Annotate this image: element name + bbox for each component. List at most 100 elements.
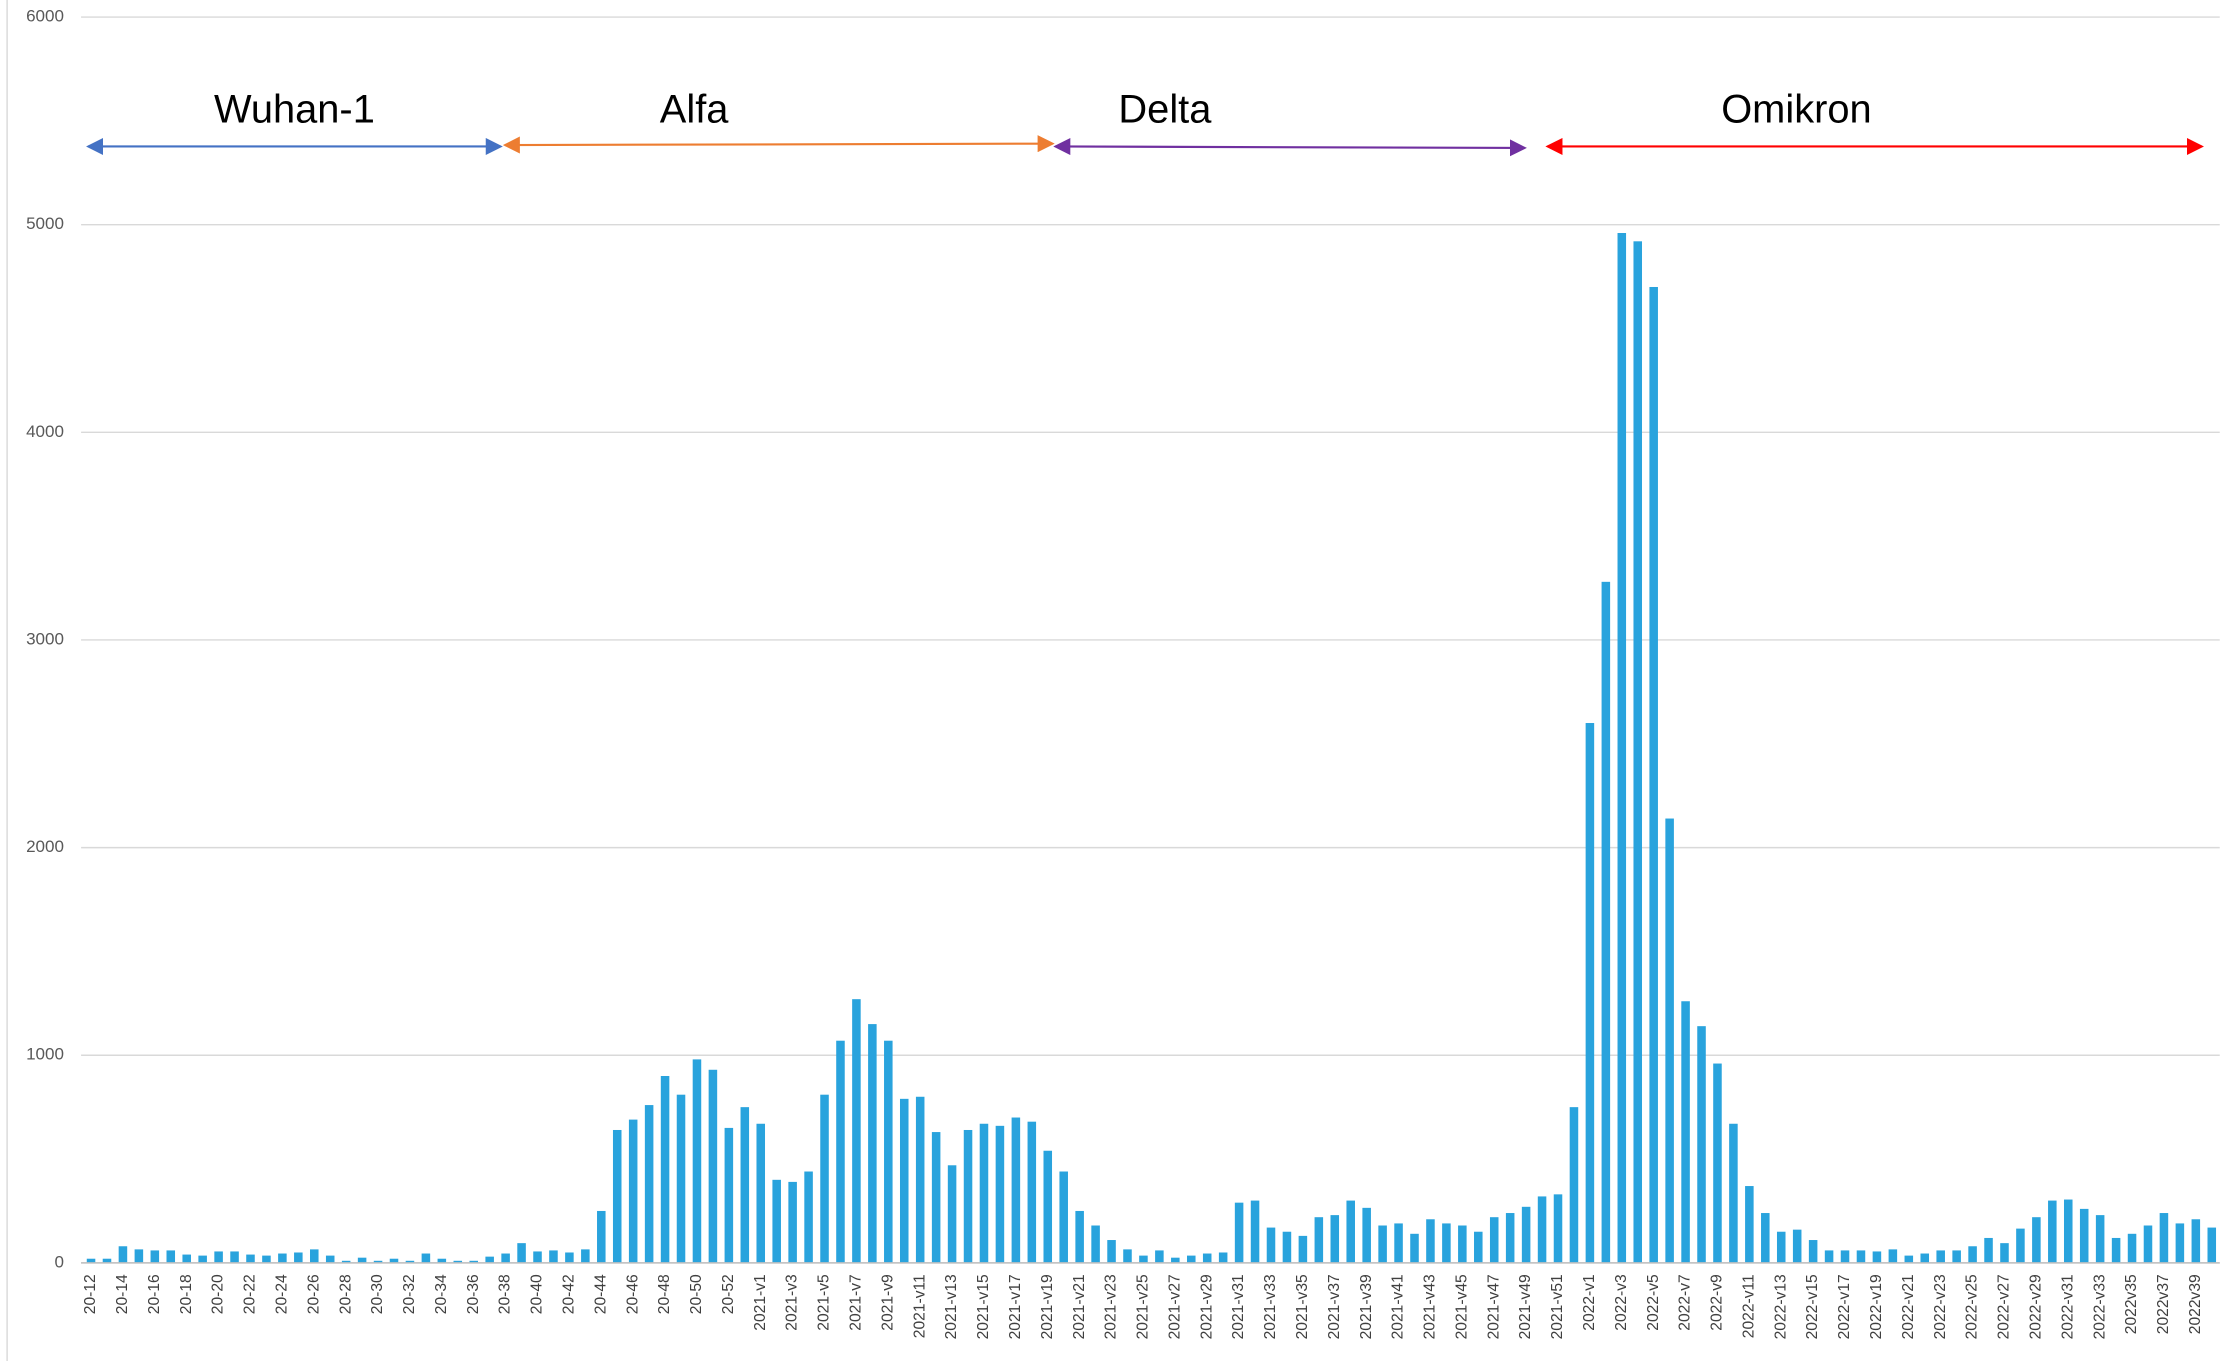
bar (1075, 1210, 1084, 1263)
bar (1872, 1251, 1882, 1263)
bar (1936, 1250, 1945, 1263)
bar (1394, 1223, 1403, 1263)
bar (1617, 233, 1627, 1263)
bar (1697, 1026, 1706, 1263)
x-tick-label: 2021-v1 (752, 1274, 769, 1330)
x-tick-label: 2022-v9 (1709, 1274, 1726, 1330)
bar (1059, 1171, 1068, 1263)
x-tick-label: 2021-v49 (1517, 1274, 1534, 1339)
bar (341, 1260, 351, 1263)
bar (2016, 1228, 2025, 1263)
bar (756, 1123, 766, 1263)
x-tick-label: 2021-v25 (1135, 1274, 1152, 1339)
bar (469, 1260, 478, 1263)
bar (278, 1253, 287, 1263)
x-tick-label: 2021-v3 (784, 1274, 801, 1330)
x-tick-label: 2021-v51 (1549, 1274, 1566, 1339)
bar (1218, 1252, 1228, 1263)
bar (2159, 1213, 2169, 1263)
x-tick-label: 2021-v31 (1230, 1274, 1247, 1339)
bar (692, 1059, 702, 1263)
x-tick-label: 2021-v17 (1007, 1274, 1024, 1339)
bar (437, 1258, 447, 1263)
bar (485, 1256, 494, 1263)
bar (373, 1260, 383, 1263)
x-tick-label: 20-30 (369, 1274, 386, 1314)
x-tick-label: 20-46 (624, 1274, 641, 1314)
bar (2079, 1208, 2089, 1263)
x-tick-label: 2022-v5 (1645, 1274, 1662, 1331)
bar (421, 1253, 431, 1263)
bar (1266, 1227, 1276, 1263)
bar (1171, 1257, 1180, 1263)
bar (198, 1255, 207, 1263)
bar (549, 1250, 558, 1263)
bar (2111, 1237, 2121, 1263)
x-tick-label: 20-50 (688, 1274, 705, 1314)
x-tick-label: 20-28 (337, 1274, 354, 1314)
bar (1840, 1250, 1850, 1263)
bar (1410, 1233, 1419, 1263)
bar (1984, 1237, 1993, 1263)
bar (1011, 1117, 1021, 1263)
bar (86, 1258, 96, 1263)
bar (1569, 1107, 1579, 1263)
bar (676, 1094, 686, 1263)
annotation: Delta (1118, 87, 1212, 131)
bar (246, 1254, 255, 1263)
x-tick-label: 20-36 (465, 1274, 482, 1314)
x-tick-label: 2021-v29 (1198, 1274, 1215, 1339)
bar (1761, 1213, 1770, 1263)
x-tick-label: 20-38 (497, 1274, 514, 1314)
x-tick-label: 2022-v13 (1772, 1274, 1789, 1339)
bar (118, 1246, 128, 1263)
x-tick-label: 20-40 (529, 1274, 546, 1314)
bar (1856, 1250, 1866, 1263)
bar (1123, 1249, 1132, 1263)
bar (597, 1210, 606, 1263)
y-tick-label: 3000 (26, 629, 64, 648)
x-tick-label: 2021-v43 (1422, 1274, 1439, 1339)
bar (134, 1249, 144, 1263)
bar (1585, 723, 1595, 1263)
bar (2175, 1223, 2185, 1263)
bar (1553, 1194, 1563, 1263)
bar (1362, 1207, 1371, 1263)
y-tick-label: 2000 (26, 837, 64, 856)
bar (2095, 1215, 2105, 1263)
bar (852, 999, 861, 1263)
x-tick-label: 20-18 (178, 1274, 195, 1314)
x-tick-label: 2021-v23 (1103, 1274, 1120, 1339)
bar (1202, 1253, 1212, 1263)
bar (708, 1069, 718, 1263)
x-tick-label: 2021-v9 (879, 1274, 896, 1330)
bar (820, 1094, 829, 1263)
x-tick-label: 20-52 (720, 1274, 737, 1314)
bar (1904, 1255, 1914, 1263)
bar (1681, 1001, 1690, 1263)
bar (230, 1251, 239, 1263)
range-arrow (1053, 137, 1527, 157)
bar (644, 1105, 654, 1263)
x-tick-label: 2022-v3 (1613, 1274, 1630, 1330)
bar (1952, 1250, 1961, 1263)
annotation: Alfa (660, 87, 729, 131)
x-tick-label: 2022-v21 (1900, 1274, 1917, 1339)
bar (1314, 1217, 1324, 1263)
bar (533, 1251, 542, 1263)
x-tick-label: 2021-v39 (1358, 1274, 1375, 1339)
x-tick-label: 2022-v15 (1804, 1274, 1821, 1339)
bar (1713, 1063, 1722, 1263)
x-tick-label: 2021-v15 (975, 1274, 992, 1339)
bar (1139, 1255, 1148, 1263)
bar (660, 1076, 670, 1263)
x-tick-label: 20-44 (592, 1274, 609, 1314)
x-tick-label: 2021-v11 (911, 1274, 928, 1338)
x-tick-label: 2021-v33 (1262, 1274, 1279, 1339)
annotation: Wuhan-1 (214, 87, 375, 131)
bar (740, 1107, 750, 1263)
bar (1282, 1231, 1292, 1263)
x-tick-label: 2022-v27 (1996, 1274, 2013, 1339)
